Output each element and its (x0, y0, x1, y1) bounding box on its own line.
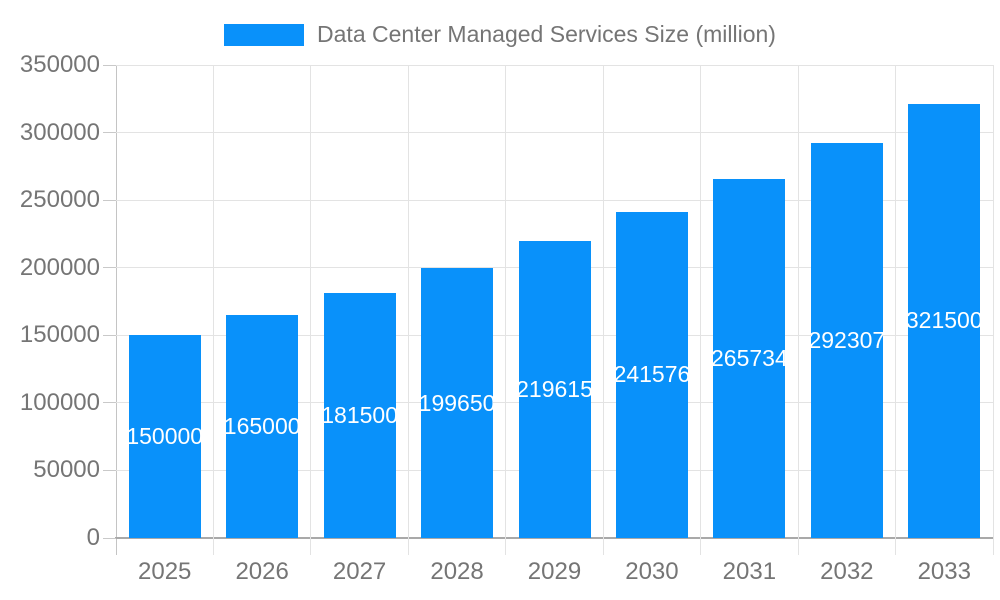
x-axis-label-2027: 2027 (332, 558, 387, 585)
y-axis-label: 200000 (19, 253, 100, 281)
y-axis-line (116, 65, 117, 555)
bar-2033[interactable]: 321500 (908, 103, 981, 538)
x-axis-line (115, 537, 994, 539)
bar-value-label: 241576 (615, 361, 688, 388)
x-axis-label-2033: 2033 (917, 558, 971, 585)
v-gridline (407, 65, 409, 555)
bar-2025[interactable]: 150000 (128, 335, 201, 538)
bar-2026[interactable]: 165000 (226, 315, 299, 538)
y-axis-label: 150000 (19, 321, 100, 349)
y-axis-label: 350000 (19, 51, 100, 78)
bar-2028[interactable]: 199650 (421, 268, 494, 538)
bar-2029[interactable]: 219615 (518, 241, 591, 538)
y-axis-label: 0 (86, 524, 100, 551)
bar-value-label: 150000 (128, 423, 201, 450)
bar-2032[interactable]: 292307 (810, 142, 883, 538)
x-axis-label-2026: 2026 (235, 558, 289, 585)
bar-value-label: 292307 (810, 326, 883, 353)
y-axis-tick (103, 199, 116, 201)
x-axis-label-2031: 2031 (722, 558, 777, 585)
x-axis-label-2032: 2032 (820, 558, 874, 585)
legend-label: Data Center Managed Services Size (milli… (317, 21, 776, 47)
v-gridline (992, 65, 994, 555)
y-axis-label: 50000 (33, 456, 100, 484)
y-axis-tick (103, 402, 116, 404)
y-axis-tick (103, 267, 116, 269)
v-gridline (797, 65, 799, 555)
bar-2027[interactable]: 181500 (323, 292, 396, 538)
bar-value-label: 181500 (323, 401, 396, 428)
y-axis-label: 300000 (19, 118, 100, 146)
bar-value-label: 265734 (713, 344, 786, 371)
x-axis-label-2028: 2028 (430, 558, 484, 585)
x-axis-label-2025: 2025 (138, 558, 192, 585)
h-gridline (116, 64, 993, 66)
bar-2030[interactable]: 241576 (615, 211, 688, 538)
bar-value-label: 165000 (226, 413, 299, 439)
h-gridline (116, 199, 993, 201)
bar-value-label: 219615 (518, 376, 591, 403)
y-axis-tick (103, 64, 116, 66)
v-gridline (895, 65, 897, 555)
v-gridline (212, 65, 214, 555)
plot-area: 150000 165000 181500 199650 219615 241576 2657… (103, 64, 994, 555)
h-gridline (116, 132, 993, 134)
bar-2031[interactable]: 265734 (713, 178, 786, 538)
y-axis-label: 100000 (19, 388, 100, 416)
x-axis-label-2030: 2030 (625, 558, 679, 585)
y-axis-tick (103, 132, 116, 134)
x-axis-label-2029: 2029 (527, 558, 582, 585)
v-gridline (310, 65, 312, 555)
v-gridline (602, 65, 604, 555)
y-axis-tick (103, 469, 116, 471)
v-gridline (505, 65, 507, 555)
bar-value-label: 321500 (908, 307, 981, 334)
y-axis-label: 250000 (19, 186, 100, 214)
v-gridline (700, 65, 702, 555)
y-axis-tick (103, 537, 116, 539)
legend-swatch-icon (224, 23, 305, 46)
y-axis-tick (103, 334, 116, 336)
chart-legend[interactable]: Data Center Managed Services Size (milli… (0, 21, 1000, 48)
bar-value-label: 199650 (421, 389, 494, 416)
